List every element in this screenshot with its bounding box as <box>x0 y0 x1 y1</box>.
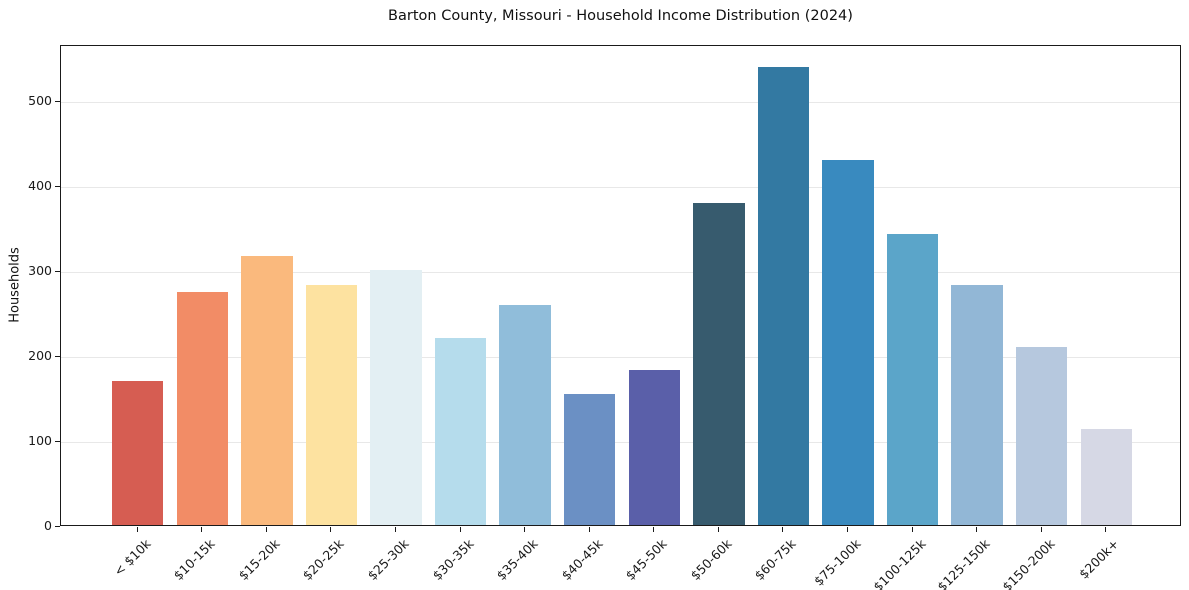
gridline-100 <box>61 442 1180 443</box>
bar-30-35k <box>434 338 487 525</box>
x-tick-label-15: $200k+ <box>1076 536 1122 582</box>
x-tick-label-3: $20-25k <box>299 536 347 584</box>
gridline-500 <box>61 102 1180 104</box>
bar-15-20k <box>241 255 293 525</box>
bar-45-50k <box>628 369 681 525</box>
x-tick-label-5: $30-35k <box>429 536 477 584</box>
y-tick-mark-500 <box>55 101 60 103</box>
bar-150-200k <box>1015 346 1068 525</box>
y-tick-label-300: 300 <box>28 263 52 279</box>
x-tick-label-8: $45-50k <box>622 536 670 584</box>
x-tick-label-7: $40-45k <box>558 536 606 584</box>
x-tick-mark-0 <box>136 527 138 532</box>
gridline-200 <box>61 357 1180 358</box>
x-tick-label-1: $10-15k <box>170 536 218 584</box>
x-tick-mark-10 <box>782 527 784 532</box>
x-tick-mark-6 <box>524 527 526 532</box>
x-tick-mark-12 <box>911 527 913 532</box>
x-tick-mark-15 <box>1105 527 1107 532</box>
y-tick-mark-200 <box>55 356 60 357</box>
y-axis-title: Households <box>7 247 23 323</box>
y-tick-label-0: 0 <box>44 518 52 533</box>
x-tick-label-0: < $10k <box>110 536 154 579</box>
y-tick-label-500: 500 <box>28 93 52 109</box>
bar-10-15k <box>176 292 229 525</box>
x-tick-mark-9 <box>717 527 719 532</box>
x-tick-mark-11 <box>847 527 848 532</box>
x-tick-label-10: $60-75k <box>751 536 799 584</box>
x-tick-label-2: $15-20k <box>235 536 283 584</box>
bar-200k+ <box>1080 429 1133 525</box>
gridline-400 <box>61 187 1180 189</box>
x-tick-mark-7 <box>588 527 590 532</box>
bar-10k <box>111 380 164 525</box>
chart-title: Barton County, Missouri - Household Inco… <box>388 8 853 24</box>
x-tick-mark-13 <box>976 527 978 532</box>
y-tick-label-100: 100 <box>28 433 52 448</box>
x-tick-mark-14 <box>1040 527 1042 532</box>
bar-75-100k <box>822 160 874 525</box>
x-tick-label-13: $125-150k <box>934 536 993 590</box>
bar-35-40k <box>499 304 551 525</box>
y-tick-mark-100 <box>55 441 60 442</box>
bar-60-75k <box>757 66 810 525</box>
x-tick-label-12: $100-125k <box>869 536 929 590</box>
bar-25-30k <box>370 270 422 525</box>
x-tick-mark-3 <box>330 527 332 532</box>
x-tick-label-6: $35-40k <box>493 536 541 584</box>
x-tick-mark-8 <box>653 527 655 532</box>
x-tick-mark-1 <box>201 527 203 532</box>
y-tick-mark-400 <box>55 186 60 188</box>
y-tick-label-400: 400 <box>28 178 52 194</box>
x-tick-label-11: $75-100k <box>810 536 864 589</box>
gridline-300 <box>61 272 1180 274</box>
y-tick-mark-300 <box>55 271 60 273</box>
x-tick-label-4: $25-30k <box>364 536 412 584</box>
x-tick-mark-4 <box>395 527 396 532</box>
x-tick-mark-2 <box>265 527 267 532</box>
y-tick-mark-0 <box>55 526 60 527</box>
x-tick-mark-5 <box>459 527 461 532</box>
plot-area <box>60 45 1181 526</box>
bar-100-125k <box>886 233 939 525</box>
y-tick-label-200: 200 <box>28 348 52 363</box>
bar-125-150k <box>951 285 1003 525</box>
bar-40-45k <box>563 394 616 525</box>
bar-50-60k <box>693 202 745 525</box>
x-tick-label-14: $150-200k <box>999 536 1058 590</box>
x-tick-label-9: $50-60k <box>687 536 735 584</box>
bar-20-25k <box>305 285 358 525</box>
